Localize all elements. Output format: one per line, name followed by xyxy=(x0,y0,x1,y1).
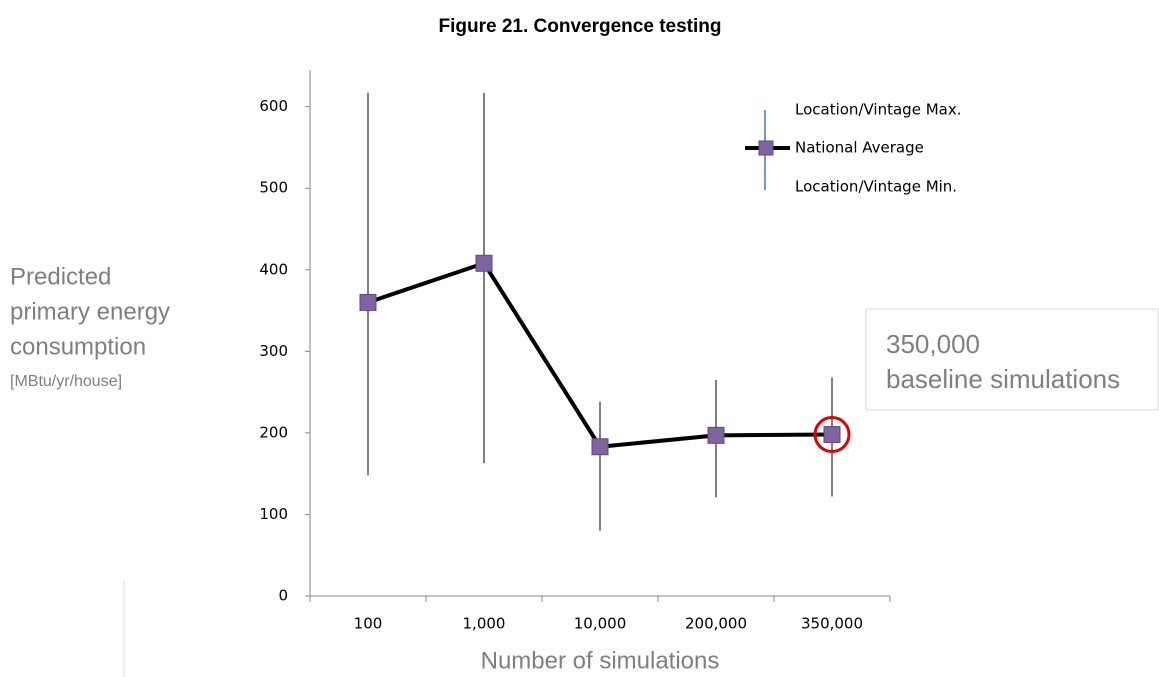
y-axis-unit: [MBtu/yr/house] xyxy=(10,373,122,390)
annotation: 350,000 xyxy=(886,329,980,359)
x-tick-label: 1,000 xyxy=(463,615,506,633)
x-axis-label: Number of simulations xyxy=(481,647,720,674)
annotation: baseline simulations xyxy=(886,364,1120,394)
y-axis-label: primary energy xyxy=(10,298,170,325)
legend-label: Location/Vintage Max. xyxy=(795,101,961,119)
y-tick-label: 500 xyxy=(259,179,288,197)
marker xyxy=(475,254,493,272)
legend-marker xyxy=(758,140,774,156)
annotation-box xyxy=(865,308,1159,411)
legend-label: National Average xyxy=(795,139,924,157)
y-tick-label: 400 xyxy=(259,260,288,278)
chart-title: Figure 21. Convergence testing xyxy=(439,16,722,37)
x-tick-label: 100 xyxy=(354,615,383,633)
y-tick-label: 200 xyxy=(259,423,288,441)
y-axis-label: consumption xyxy=(10,333,146,360)
legend-label: Location/Vintage Min. xyxy=(795,178,957,196)
x-tick-label: 200,000 xyxy=(685,615,747,633)
y-tick-label: 0 xyxy=(278,587,288,605)
y-tick-label: 600 xyxy=(259,97,288,115)
y-tick-label: 300 xyxy=(259,342,288,360)
marker xyxy=(823,426,841,444)
y-tick-label: 100 xyxy=(259,505,288,523)
marker xyxy=(707,426,725,444)
marker xyxy=(359,293,377,311)
x-tick-label: 10,000 xyxy=(574,615,627,633)
x-tick-label: 350,000 xyxy=(801,615,863,633)
highlight-circle xyxy=(813,416,851,454)
y-axis-label: Predicted xyxy=(10,263,111,290)
marker xyxy=(591,438,609,456)
